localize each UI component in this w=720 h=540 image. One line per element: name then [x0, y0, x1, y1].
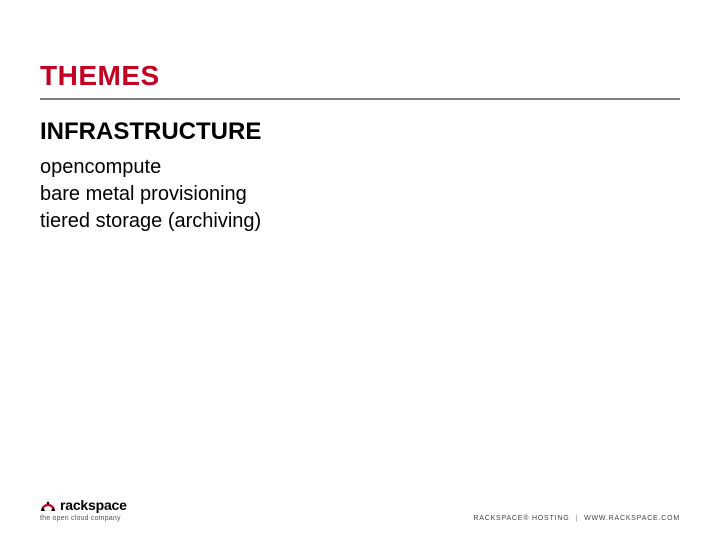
- logo-wordmark: rackspace: [60, 497, 127, 513]
- title-rule: [40, 98, 680, 100]
- slide: THEMES INFRASTRUCTURE opencompute bare m…: [0, 0, 720, 540]
- logo-row: rackspace: [40, 497, 127, 513]
- rackspace-logo-icon: [40, 497, 56, 513]
- footer-separator: |: [575, 515, 578, 522]
- list-item: opencompute: [40, 154, 680, 181]
- footer-hosting-text: RACKSPACE® HOSTING: [473, 515, 569, 522]
- footer: rackspace the open cloud company RACKSPA…: [0, 497, 720, 522]
- brand-logo: rackspace the open cloud company: [40, 497, 127, 522]
- footer-url-text: WWW.RACKSPACE.COM: [584, 515, 680, 522]
- list-item: bare metal provisioning: [40, 181, 680, 208]
- slide-title: THEMES: [40, 60, 680, 92]
- footer-right: RACKSPACE® HOSTING | WWW.RACKSPACE.COM: [473, 515, 680, 522]
- logo-tagline: the open cloud company: [40, 515, 127, 522]
- list-item: tiered storage (archiving): [40, 208, 680, 235]
- section-subheading: INFRASTRUCTURE: [40, 118, 680, 146]
- body-list: opencompute bare metal provisioning tier…: [40, 154, 680, 235]
